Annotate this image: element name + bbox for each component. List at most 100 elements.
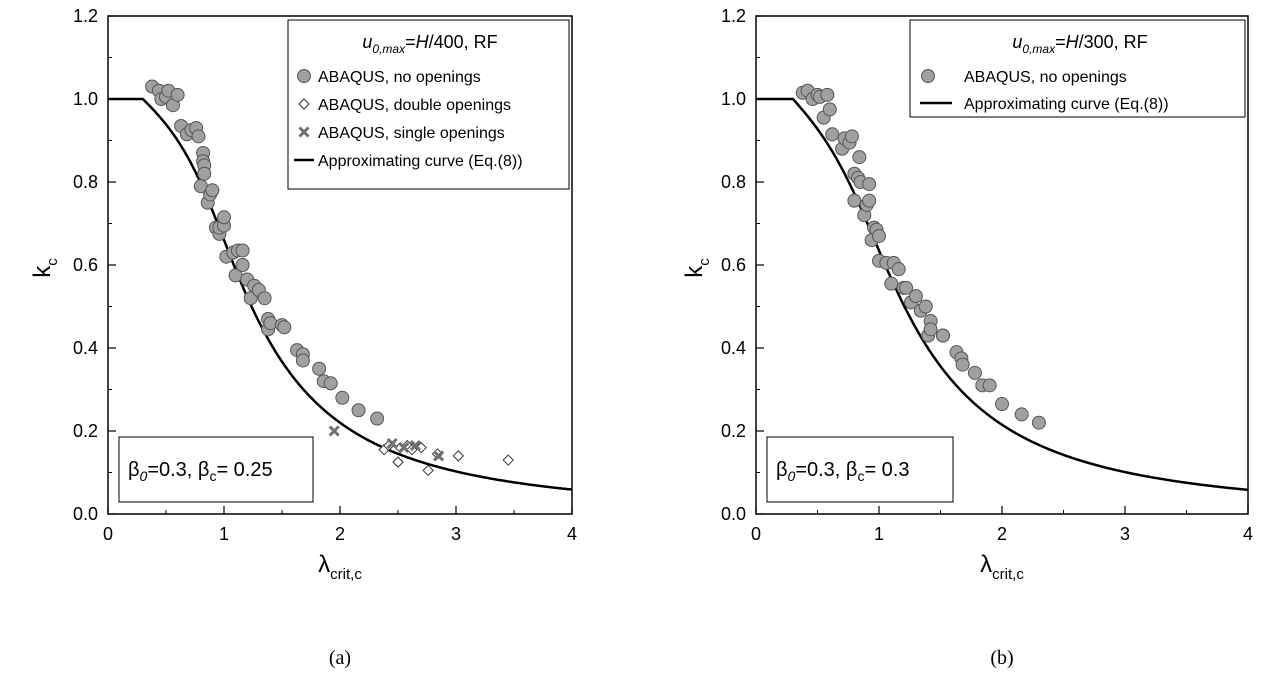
y-tick-label: 1.2 <box>73 6 98 26</box>
legend-box <box>287 19 570 190</box>
data-point-no-openings <box>872 228 886 243</box>
y-tick-label: 1.0 <box>73 89 98 109</box>
data-point-no-openings <box>844 129 859 144</box>
data-point-no-openings <box>235 258 250 272</box>
data-point-no-openings <box>257 291 272 306</box>
y-tick-label: 0.0 <box>73 504 98 524</box>
data-point-no-openings <box>884 276 899 291</box>
legend-label-no-openings: ABAQUS, no openings <box>964 69 1127 86</box>
y-tick-label: 0.8 <box>721 172 746 192</box>
x-axis-label: λcrit,c <box>318 551 362 583</box>
y-tick-label: 1.0 <box>721 89 746 109</box>
axis-ticks: 0 1 2 3 4 0.0 0.2 0.4 0.6 0.8 1.0 1.2 <box>73 6 577 544</box>
data-point-no-openings <box>263 316 278 331</box>
data-point-single-openings <box>433 450 445 462</box>
data-point-no-openings <box>852 150 867 165</box>
data-point-no-openings <box>862 193 877 208</box>
data-point-no-openings <box>847 193 862 208</box>
data-point-no-openings <box>351 403 366 418</box>
legend-label-approx-curve: Approximating curve (Eq.(8)) <box>964 96 1169 113</box>
data-point-single-openings <box>398 442 410 454</box>
data-point-no-openings <box>967 365 982 380</box>
approximating-curve <box>108 97 573 491</box>
x-tick-label: 4 <box>1243 524 1253 544</box>
curve-layer <box>756 97 1249 492</box>
y-tick-label: 0.2 <box>721 421 746 441</box>
data-point-no-openings <box>170 87 185 102</box>
data-point-double-openings <box>452 450 465 462</box>
x-tick-label: 4 <box>567 524 577 544</box>
data-point-double-openings <box>392 456 404 468</box>
legend-title: u0,max=H/300, RF <box>1012 32 1147 56</box>
data-point-no-openings <box>335 390 350 405</box>
legend-label-approx-curve: Approximating curve (Eq.(8)) <box>318 153 523 170</box>
legend: u0,max=H/300, RF ABAQUS, no openings App… <box>909 19 1246 118</box>
axis-ticks: 0 1 2 3 4 0.0 0.2 0.4 0.6 0.8 1.0 1.2 <box>721 6 1253 544</box>
legend-box <box>909 19 1246 118</box>
parameter-annotation: β0=0.3, βc= 0.3 <box>766 436 954 503</box>
y-tick-label: 0.6 <box>73 255 98 275</box>
y-tick-label: 0.4 <box>721 338 746 358</box>
data-point-no-openings <box>235 243 250 258</box>
parameter-text: β0=0.3, βc= 0.3 <box>776 459 909 484</box>
y-tick-label: 0.2 <box>73 421 98 441</box>
data-point-no-openings <box>370 411 385 426</box>
data-point-no-openings <box>982 378 997 393</box>
x-tick-label: 2 <box>997 524 1007 544</box>
y-tick-label: 1.2 <box>721 6 746 26</box>
y-tick-label: 0.0 <box>721 504 746 524</box>
curve-layer <box>108 97 573 491</box>
x-tick-label: 0 <box>103 524 113 544</box>
data-point-no-openings <box>1014 407 1029 422</box>
data-point-no-openings <box>191 129 206 144</box>
data-point-no-openings <box>899 280 914 295</box>
data-point-no-openings <box>825 127 840 142</box>
data-point-no-openings <box>918 299 933 314</box>
x-tick-label: 1 <box>874 524 884 544</box>
data-point-no-openings <box>820 87 835 102</box>
legend-label-double-openings: ABAQUS, double openings <box>318 97 511 114</box>
legend-marker-no-openings <box>297 69 311 83</box>
data-point-no-openings <box>923 322 938 337</box>
data-point-no-openings <box>205 183 220 198</box>
points-layer <box>795 83 1046 430</box>
data-point-no-openings <box>197 166 212 181</box>
x-tick-label: 3 <box>451 524 461 544</box>
legend-marker-double-openings <box>298 98 310 110</box>
parameter-box <box>766 436 954 503</box>
data-point-single-openings <box>409 439 421 452</box>
parameter-annotation: β0=0.3, βc= 0.25 <box>118 436 314 503</box>
y-axis-label: kc <box>681 258 713 278</box>
approximating-curve <box>756 97 1249 492</box>
data-point-no-openings <box>935 328 950 343</box>
data-point-no-openings <box>862 177 877 192</box>
legend-label-no-openings: ABAQUS, no openings <box>318 69 481 86</box>
y-tick-label: 0.8 <box>73 172 98 192</box>
parameter-text: β0=0.3, βc= 0.25 <box>128 459 273 484</box>
points-layer <box>145 79 514 477</box>
data-point-no-openings <box>312 361 327 376</box>
x-tick-label: 0 <box>751 524 761 544</box>
y-tick-label: 0.6 <box>721 255 746 275</box>
x-axis-label: λcrit,c <box>980 551 1024 583</box>
data-point-single-openings <box>328 425 340 437</box>
x-tick-label: 3 <box>1120 524 1130 544</box>
x-tick-label: 2 <box>335 524 345 544</box>
legend-label-single-openings: ABAQUS, single openings <box>318 125 505 142</box>
legend-marker-single-openings <box>298 126 310 138</box>
legend-title: u0,max=H/400, RF <box>362 32 497 56</box>
data-point-no-openings <box>891 262 906 277</box>
chart-panel-b: 0 1 2 3 4 0.0 0.2 0.4 0.6 0.8 1.0 1.2 kc λcrit,c u0… <box>681 6 1253 669</box>
data-point-no-openings <box>323 376 338 391</box>
data-point-no-openings <box>822 102 837 117</box>
y-axis-label: kc <box>29 258 61 278</box>
legend: u0,max=H/400, RF ABAQUS, no openings ABA… <box>287 19 570 190</box>
data-point-no-openings <box>1031 415 1046 430</box>
chart-panel-a: 0 1 2 3 4 0.0 0.2 0.4 0.6 0.8 1.0 1.2 kc λcrit,c u0… <box>29 6 577 669</box>
data-point-no-openings <box>908 289 923 304</box>
data-point-single-openings <box>386 437 398 450</box>
panel-caption: (b) <box>990 647 1013 669</box>
data-point-no-openings <box>277 320 292 335</box>
data-point-no-openings <box>217 210 231 225</box>
x-tick-label: 1 <box>219 524 229 544</box>
